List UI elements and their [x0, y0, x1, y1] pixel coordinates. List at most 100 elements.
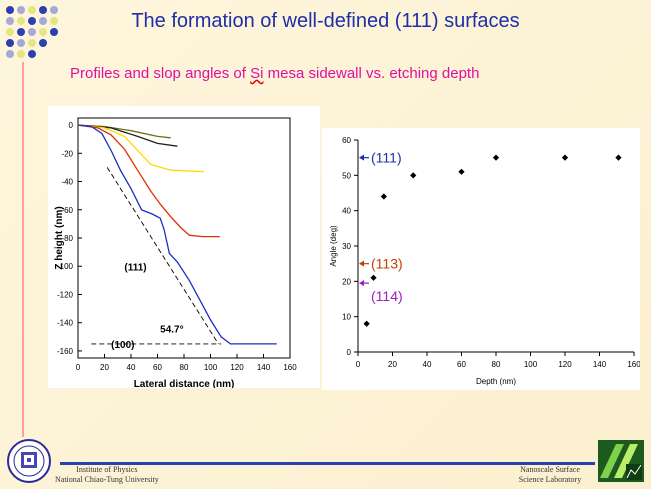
x-tick-label: 160 [283, 363, 297, 372]
y-tick-label: 0 [347, 348, 352, 357]
annotation-1: 54.7° [160, 325, 183, 336]
annotation-0: (111) [124, 262, 146, 273]
data-point [410, 172, 417, 179]
x-tick-label: 60 [457, 360, 466, 369]
x-tick-label: 80 [492, 360, 501, 369]
y-tick-label: 60 [342, 136, 351, 145]
decorative-left-rule [22, 62, 24, 437]
slide-title: The formation of well-defined (111) surf… [131, 10, 520, 32]
decorative-dot [17, 50, 25, 58]
footer-institution-line2: National Chiao-Tung University [55, 475, 159, 484]
decorative-dot [39, 28, 47, 36]
profile-line-3 [77, 124, 220, 238]
profile-line-2 [77, 124, 204, 173]
decorative-dot [28, 50, 36, 58]
footer-rule [60, 462, 595, 465]
plot-frame [77, 117, 291, 359]
decorative-dot [28, 39, 36, 47]
decorative-dot [50, 6, 58, 14]
footer-lab-line1: Nanoscale Surface [520, 465, 580, 474]
footer-institution-line1: Institute of Physics [76, 465, 138, 474]
y-tick-label: -40 [61, 178, 73, 187]
x-axis-label: Depth (nm) [476, 377, 516, 386]
decorative-dot [39, 17, 47, 25]
x-tick-label: 140 [257, 363, 271, 372]
y-tick-label: -160 [57, 347, 74, 356]
decorative-dot [6, 28, 14, 36]
footer-institution: Institute of Physics National Chiao-Tung… [55, 465, 159, 485]
x-tick-label: 160 [627, 360, 640, 369]
y-tick-label: -140 [57, 319, 74, 328]
x-tick-label: 0 [76, 363, 81, 372]
x-tick-label: 80 [180, 363, 189, 372]
x-tick-label: 140 [593, 360, 607, 369]
decorative-dot [17, 6, 25, 14]
orientation-arrowhead-1 [359, 260, 364, 267]
data-point [615, 154, 622, 161]
x-tick-label: 20 [388, 360, 397, 369]
y-tick-label: 30 [342, 242, 351, 251]
decorative-dot [50, 28, 58, 36]
y-tick-label: -80 [61, 234, 73, 243]
y-tick-label: 0 [69, 121, 74, 130]
x-axis-label: Lateral distance (nm) [134, 379, 235, 388]
y-axis-label: Angle (deg) [329, 225, 338, 267]
footer-lab: Nanoscale Surface Science Laboratory [510, 465, 590, 485]
x-tick-label: 60 [153, 363, 162, 372]
decorative-dot [17, 28, 25, 36]
y-tick-label: 20 [342, 277, 351, 286]
y-tick-label: -100 [57, 262, 74, 271]
x-tick-label: 100 [524, 360, 538, 369]
annotation-2: (100) [111, 340, 134, 351]
decorative-dot [39, 39, 47, 47]
subtitle-part-2: mesa sidewall vs. etching depth [263, 65, 480, 82]
decorative-dot [17, 39, 25, 47]
decorative-dot [28, 6, 36, 14]
guide-line-5 [106, 167, 219, 345]
subtitle-part-1: Profiles and slop angles of [70, 65, 251, 82]
x-tick-label: 40 [127, 363, 136, 372]
y-tick-label: 50 [342, 171, 351, 180]
data-point [370, 274, 377, 281]
decorative-dot [39, 6, 47, 14]
data-point [492, 154, 500, 161]
university-logo [6, 438, 52, 484]
data-point [380, 193, 387, 200]
decorative-dot [6, 50, 14, 58]
x-tick-label: 0 [356, 360, 361, 369]
x-tick-label: 100 [204, 363, 218, 372]
y-axis-label: Z height (nm) [54, 206, 65, 269]
footer-lab-line2: Science Laboratory [518, 475, 582, 484]
profile-chart: 0 20 40 60 80 100 120 140 160 0 -20 -40 -60 -80 -100 -1… [54, 117, 297, 390]
y-tick-label: 10 [342, 313, 351, 322]
y-tick-label: -20 [61, 149, 73, 158]
decorative-dot [50, 17, 58, 25]
lab-logo [596, 438, 646, 484]
y-tick-label: -60 [61, 206, 73, 215]
data-point [561, 154, 569, 161]
decorative-dot [28, 28, 36, 36]
profile-chart-panel: 0 20 40 60 80 100 120 140 160 0 -20 -40 -60 -80 -100 -1… [48, 106, 320, 390]
x-tick-label: 120 [230, 363, 244, 372]
y-tick-label: -120 [57, 290, 74, 299]
orientation-arrowhead-0 [359, 154, 364, 161]
angle-chart: 0 20 40 60 80 100 120 140 160 0 10 20 30 40 50 60 Depth … [329, 136, 641, 386]
data-point [363, 320, 370, 327]
orientation-arrowhead-2 [359, 280, 364, 287]
decorative-dot [6, 6, 14, 14]
orientation-label-1: (113) [371, 256, 403, 272]
profile-line-4 [77, 124, 277, 345]
decorative-dot [6, 39, 14, 47]
orientation-label-0: (111) [371, 150, 402, 166]
data-point [458, 168, 465, 175]
decorative-dot [28, 17, 36, 25]
decorative-dot [6, 17, 14, 25]
subtitle-si: Si [250, 65, 264, 82]
angle-chart-panel: 0 20 40 60 80 100 120 140 160 0 10 20 30 40 50 60 Depth … [322, 128, 641, 390]
decorative-dot [17, 17, 25, 25]
x-tick-label: 20 [100, 363, 109, 372]
x-tick-label: 120 [558, 360, 572, 369]
y-tick-label: 40 [342, 207, 351, 216]
slide-subtitle: Profiles and slop angles of Si mesa side… [70, 65, 479, 82]
x-tick-label: 40 [423, 360, 432, 369]
